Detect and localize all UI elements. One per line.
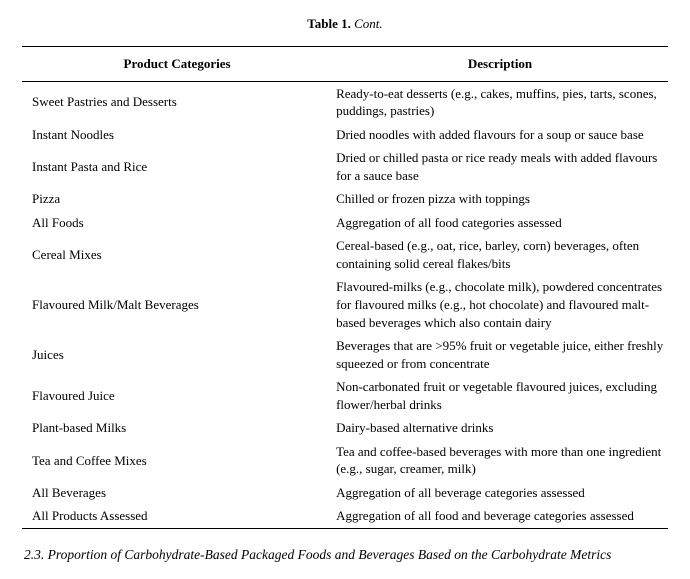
- cell-description: Flavoured-milks (e.g., chocolate milk), …: [332, 275, 668, 334]
- cell-category: Instant Pasta and Rice: [22, 146, 332, 187]
- cell-category: Instant Noodles: [22, 123, 332, 147]
- table-row: All FoodsAggregation of all food categor…: [22, 211, 668, 235]
- cell-category: All Products Assessed: [22, 504, 332, 528]
- section-heading: 2.3. Proportion of Carbohydrate-Based Pa…: [24, 547, 668, 563]
- cell-category: Flavoured Milk/Malt Beverages: [22, 275, 332, 334]
- table-caption: Table 1. Cont.: [22, 16, 668, 32]
- table-row: Instant NoodlesDried noodles with added …: [22, 123, 668, 147]
- product-categories-table: Product Categories Description Sweet Pas…: [22, 46, 668, 529]
- table-row: Tea and Coffee MixesTea and coffee-based…: [22, 440, 668, 481]
- cell-category: Tea and Coffee Mixes: [22, 440, 332, 481]
- caption-cont: Cont.: [354, 16, 383, 31]
- table-row: Flavoured Milk/Malt BeveragesFlavoured-m…: [22, 275, 668, 334]
- table-row: JuicesBeverages that are >95% fruit or v…: [22, 334, 668, 375]
- cell-description: Dried or chilled pasta or rice ready mea…: [332, 146, 668, 187]
- cell-description: Non-carbonated fruit or vegetable flavou…: [332, 375, 668, 416]
- cell-category: All Beverages: [22, 481, 332, 505]
- cell-description: Tea and coffee-based beverages with more…: [332, 440, 668, 481]
- table-row: PizzaChilled or frozen pizza with toppin…: [22, 187, 668, 211]
- table-row: All Products AssessedAggregation of all …: [22, 504, 668, 528]
- cell-description: Dried noodles with added flavours for a …: [332, 123, 668, 147]
- cell-category: Flavoured Juice: [22, 375, 332, 416]
- table-row: Plant-based MilksDairy-based alternative…: [22, 416, 668, 440]
- table-row: All BeveragesAggregation of all beverage…: [22, 481, 668, 505]
- header-description: Description: [332, 47, 668, 82]
- cell-description: Cereal-based (e.g., oat, rice, barley, c…: [332, 234, 668, 275]
- caption-label: Table 1.: [307, 16, 351, 31]
- cell-description: Aggregation of all beverage categories a…: [332, 481, 668, 505]
- cell-description: Ready-to-eat desserts (e.g., cakes, muff…: [332, 81, 668, 123]
- cell-category: Sweet Pastries and Desserts: [22, 81, 332, 123]
- table-row: Sweet Pastries and DessertsReady-to-eat …: [22, 81, 668, 123]
- table-row: Flavoured JuiceNon-carbonated fruit or v…: [22, 375, 668, 416]
- cell-description: Aggregation of all food and beverage cat…: [332, 504, 668, 528]
- cell-category: Juices: [22, 334, 332, 375]
- header-product-categories: Product Categories: [22, 47, 332, 82]
- cell-category: All Foods: [22, 211, 332, 235]
- table-row: Instant Pasta and RiceDried or chilled p…: [22, 146, 668, 187]
- cell-description: Dairy-based alternative drinks: [332, 416, 668, 440]
- cell-category: Plant-based Milks: [22, 416, 332, 440]
- cell-description: Aggregation of all food categories asses…: [332, 211, 668, 235]
- table-row: Cereal MixesCereal-based (e.g., oat, ric…: [22, 234, 668, 275]
- cell-description: Chilled or frozen pizza with toppings: [332, 187, 668, 211]
- cell-category: Pizza: [22, 187, 332, 211]
- cell-description: Beverages that are >95% fruit or vegetab…: [332, 334, 668, 375]
- cell-category: Cereal Mixes: [22, 234, 332, 275]
